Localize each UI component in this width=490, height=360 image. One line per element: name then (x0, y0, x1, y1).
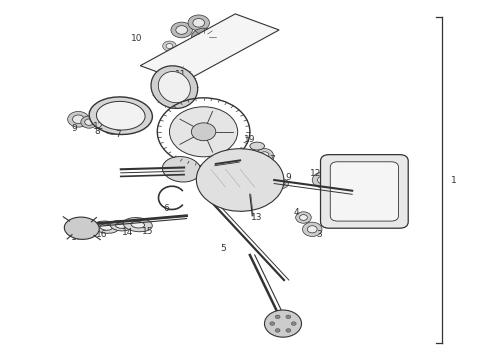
Text: 18: 18 (395, 194, 407, 203)
Circle shape (73, 222, 91, 235)
Circle shape (77, 225, 86, 231)
Circle shape (68, 111, 89, 127)
Circle shape (286, 315, 291, 319)
Circle shape (286, 329, 291, 332)
Circle shape (170, 47, 184, 57)
Circle shape (188, 15, 209, 31)
Circle shape (108, 123, 117, 131)
Circle shape (163, 41, 176, 51)
Circle shape (266, 177, 273, 183)
Circle shape (280, 321, 286, 326)
Circle shape (171, 22, 193, 38)
Polygon shape (140, 14, 279, 82)
Circle shape (228, 38, 237, 45)
Circle shape (275, 179, 288, 189)
FancyBboxPatch shape (330, 162, 398, 221)
Text: 7: 7 (116, 130, 121, 139)
Text: 14: 14 (242, 186, 253, 195)
Circle shape (299, 215, 307, 220)
Circle shape (173, 50, 180, 55)
Text: 14: 14 (122, 228, 134, 237)
FancyBboxPatch shape (320, 155, 408, 228)
Circle shape (278, 181, 285, 186)
Text: 8: 8 (94, 127, 100, 136)
Text: 6: 6 (163, 204, 169, 213)
Circle shape (99, 121, 107, 127)
Text: 16: 16 (96, 230, 107, 239)
Text: 1: 1 (451, 176, 456, 185)
Text: 19: 19 (263, 162, 274, 171)
Circle shape (192, 28, 216, 46)
Circle shape (318, 176, 328, 184)
Text: 7: 7 (270, 155, 275, 164)
Text: 12: 12 (310, 170, 321, 179)
Circle shape (277, 319, 289, 328)
Text: 8: 8 (273, 169, 279, 178)
Text: 19: 19 (244, 135, 256, 144)
Ellipse shape (131, 221, 145, 228)
Ellipse shape (151, 66, 197, 108)
Ellipse shape (97, 102, 145, 130)
Circle shape (275, 315, 280, 319)
Circle shape (275, 329, 280, 332)
Circle shape (262, 174, 277, 186)
Text: 3: 3 (316, 230, 322, 239)
Circle shape (243, 176, 262, 191)
Text: 11: 11 (175, 70, 186, 79)
Ellipse shape (158, 72, 191, 103)
Text: 4: 4 (294, 208, 299, 217)
Circle shape (224, 35, 242, 48)
Ellipse shape (94, 221, 119, 233)
Circle shape (166, 44, 173, 49)
Circle shape (291, 322, 296, 325)
Circle shape (103, 120, 122, 134)
Circle shape (249, 191, 253, 194)
Circle shape (270, 322, 275, 325)
Text: 20: 20 (206, 155, 218, 164)
Circle shape (312, 172, 334, 188)
Circle shape (247, 190, 255, 195)
Text: 5: 5 (220, 244, 226, 253)
Text: 9: 9 (72, 124, 77, 133)
Text: 15: 15 (142, 227, 153, 236)
Circle shape (221, 30, 230, 37)
Ellipse shape (123, 217, 152, 232)
Circle shape (295, 212, 311, 223)
Circle shape (85, 119, 94, 125)
Text: 2: 2 (269, 327, 274, 336)
Circle shape (170, 107, 238, 157)
Text: 13: 13 (251, 213, 263, 222)
Circle shape (307, 226, 317, 233)
Text: 17: 17 (71, 233, 83, 242)
Circle shape (302, 222, 322, 237)
Circle shape (247, 180, 257, 187)
Circle shape (95, 118, 111, 130)
Circle shape (259, 171, 265, 175)
Ellipse shape (64, 217, 99, 239)
Circle shape (217, 27, 234, 40)
Text: 12: 12 (93, 122, 104, 131)
Circle shape (73, 115, 84, 123)
Circle shape (265, 310, 301, 337)
Ellipse shape (196, 149, 284, 211)
Circle shape (81, 116, 98, 128)
Ellipse shape (110, 221, 131, 231)
Circle shape (260, 152, 269, 158)
Ellipse shape (250, 142, 265, 150)
Circle shape (198, 33, 209, 41)
Ellipse shape (116, 223, 126, 228)
Circle shape (256, 168, 269, 177)
Ellipse shape (100, 224, 112, 230)
Circle shape (176, 26, 188, 34)
Circle shape (193, 18, 204, 27)
Text: 9: 9 (286, 173, 291, 182)
Circle shape (256, 149, 273, 161)
Ellipse shape (163, 157, 201, 182)
Circle shape (192, 123, 216, 141)
Ellipse shape (89, 97, 152, 135)
Text: 10: 10 (131, 35, 143, 44)
